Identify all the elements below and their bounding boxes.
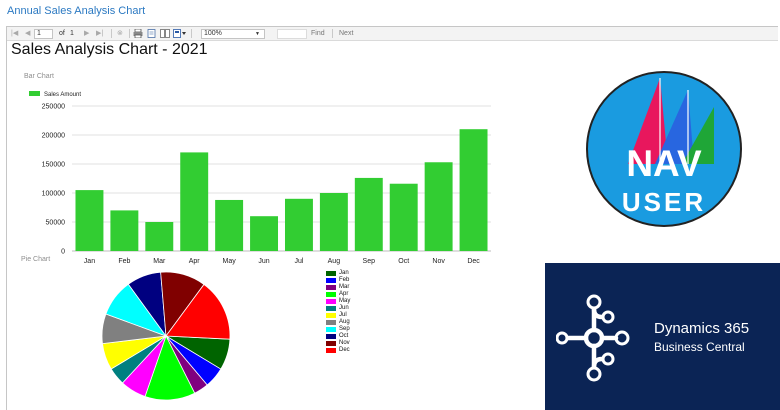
user-logo-text: USER	[622, 187, 706, 217]
legend-label: May	[339, 298, 351, 304]
page-of-label: of	[59, 30, 65, 37]
legend-label: Apr	[339, 291, 349, 297]
bc-product-line1: Dynamics 365	[654, 320, 750, 337]
legend-swatch	[29, 91, 40, 96]
next-page-icon[interactable]: ▶	[84, 30, 90, 37]
bar	[284, 198, 313, 251]
legend-label: Nov	[339, 340, 350, 346]
legend-label: Mar	[339, 284, 350, 290]
chevron-down-icon: ▼	[255, 31, 260, 37]
bar	[250, 216, 279, 251]
legend-label: Jun	[339, 305, 349, 311]
legend-label: Oct	[339, 333, 349, 339]
y-tick-label: 150000	[42, 162, 65, 169]
bar	[319, 193, 348, 251]
pie-slice	[165, 283, 231, 340]
stop-icon[interactable]: ⊗	[117, 30, 123, 37]
x-tick-label: Dec	[467, 258, 480, 265]
find-button[interactable]: Find	[311, 30, 325, 37]
page-number-input[interactable]: 1	[34, 29, 53, 39]
export-icon[interactable]	[173, 27, 187, 40]
legend-swatch	[326, 306, 336, 311]
legend-label: Jul	[339, 312, 347, 318]
next-button[interactable]: Next	[339, 30, 354, 37]
legend-swatch	[326, 292, 336, 297]
page-count: 1	[70, 30, 74, 37]
x-tick-label: Apr	[189, 258, 201, 265]
page-setup-icon[interactable]	[147, 27, 156, 40]
y-tick-label: 200000	[42, 133, 65, 140]
x-tick-label: May	[223, 258, 237, 265]
legend-label: Sales Amount	[44, 92, 81, 98]
layout-icon[interactable]	[160, 27, 170, 40]
report-viewer: |◀ ◀ 1 of 1 ▶ ▶| ⊗ 100% ▼ Find Next Sale…	[6, 26, 778, 410]
bar	[180, 152, 209, 251]
nav-user-logo: NAV USER	[585, 70, 743, 233]
x-tick-label: Jul	[294, 258, 303, 265]
y-tick-label: 50000	[46, 220, 66, 227]
legend-swatch	[326, 271, 336, 276]
x-tick-label: Jun	[258, 258, 269, 265]
bar	[389, 183, 418, 251]
legend-swatch	[326, 334, 336, 339]
bar	[215, 199, 244, 251]
y-tick-label: 250000	[42, 104, 65, 111]
zoom-select[interactable]: 100% ▼	[201, 29, 265, 39]
pie-chart	[101, 271, 231, 401]
x-tick-label: Mar	[153, 258, 166, 265]
toolbar-separator	[111, 29, 112, 38]
first-page-icon[interactable]: |◀	[11, 30, 19, 37]
x-tick-label: Feb	[118, 258, 130, 265]
bar	[145, 222, 174, 251]
legend-swatch	[326, 320, 336, 325]
x-tick-label: Sep	[363, 258, 376, 265]
legend-swatch	[326, 327, 336, 332]
legend-swatch	[326, 313, 336, 318]
toolbar-separator	[332, 29, 333, 38]
find-input[interactable]	[277, 29, 307, 39]
legend-label: Aug	[339, 319, 350, 325]
bar	[354, 177, 383, 251]
legend-label: Jan	[339, 270, 349, 276]
pie-chart-label: Pie Chart	[21, 256, 51, 263]
bc-product-line2: Business Central	[654, 340, 745, 354]
y-tick-label: 0	[61, 249, 65, 256]
business-central-icon	[556, 294, 630, 382]
bar-chart: 0 50000 100000 150000 200000 250000 Jan Feb Mar A…	[29, 91, 491, 265]
bar-chart-label: Bar Chart	[24, 73, 54, 80]
legend-swatch	[326, 278, 336, 283]
x-tick-label: Nov	[432, 258, 445, 265]
zoom-value: 100%	[204, 30, 222, 37]
page-title: Annual Sales Analysis Chart	[7, 5, 146, 17]
legend-label: Feb	[339, 277, 350, 283]
legend-swatch	[326, 341, 336, 346]
bar	[459, 129, 488, 251]
report-title: Sales Analysis Chart - 2021	[11, 41, 208, 58]
x-tick-label: Oct	[398, 258, 409, 265]
prev-page-icon[interactable]: ◀	[25, 30, 31, 37]
bar	[424, 162, 453, 251]
bar	[75, 190, 104, 251]
bar	[110, 210, 139, 251]
x-tick-label: Jan	[84, 258, 95, 265]
y-tick-label: 100000	[42, 191, 65, 198]
legend-swatch	[326, 348, 336, 353]
legend-label: Sep	[339, 326, 350, 332]
last-page-icon[interactable]: ▶|	[96, 30, 104, 37]
legend-swatch	[326, 285, 336, 290]
legend-swatch	[326, 299, 336, 304]
business-central-logo: Dynamics 365 Business Central	[545, 263, 780, 410]
page-header: Annual Sales Analysis Chart	[0, 0, 780, 24]
print-icon[interactable]	[133, 27, 143, 40]
x-tick-label: Aug	[328, 258, 341, 265]
toolbar-separator	[191, 29, 192, 38]
toolbar-separator	[129, 29, 130, 38]
nav-logo-text: NAV	[626, 143, 702, 184]
report-toolbar: |◀ ◀ 1 of 1 ▶ ▶| ⊗ 100% ▼ Find Next	[7, 27, 778, 41]
legend-label: Dec	[339, 347, 350, 353]
